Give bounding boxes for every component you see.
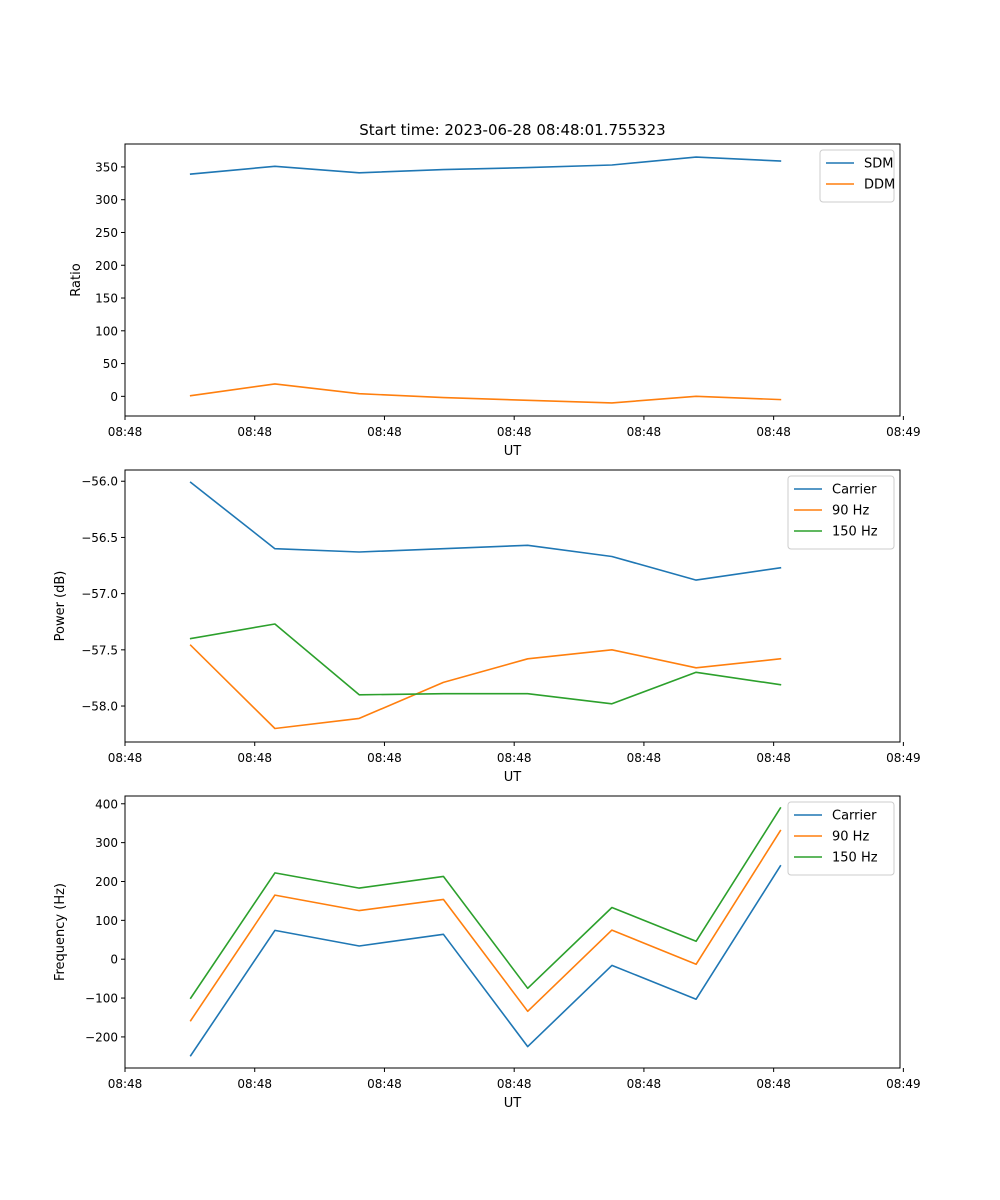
y-tick-label: −56.5 bbox=[81, 531, 118, 545]
x-tick-label: 08:48 bbox=[367, 425, 402, 439]
y-tick-label: 150 bbox=[95, 292, 118, 306]
x-tick-label: 08:48 bbox=[756, 1077, 791, 1091]
y-tick-label: −58.0 bbox=[81, 700, 118, 714]
y-tick-label: 400 bbox=[95, 797, 118, 811]
series-line-150-hz bbox=[189, 806, 782, 1000]
legend-label-carrier: Carrier bbox=[832, 809, 877, 824]
y-axis-label: Power (dB) bbox=[53, 571, 68, 642]
legend-label-sdm: SDM bbox=[864, 157, 893, 172]
legend-label-90-hz: 90 Hz bbox=[832, 830, 869, 845]
y-tick-label: −200 bbox=[85, 1030, 118, 1044]
x-tick-label: 08:48 bbox=[237, 425, 272, 439]
series-line-carrier bbox=[189, 481, 782, 581]
x-tick-label: 08:49 bbox=[886, 1077, 921, 1091]
y-tick-label: 250 bbox=[95, 226, 118, 240]
y-axis-label: Ratio bbox=[69, 263, 84, 296]
x-tick-label: 08:48 bbox=[497, 1077, 532, 1091]
x-tick-label: 08:49 bbox=[886, 425, 921, 439]
x-tick-label: 08:48 bbox=[497, 425, 532, 439]
x-tick-label: 08:48 bbox=[627, 751, 662, 765]
series-line-90-hz bbox=[189, 829, 782, 1022]
series-line-150-hz bbox=[189, 623, 782, 705]
y-tick-label: 0 bbox=[110, 390, 118, 404]
y-tick-label: 350 bbox=[95, 160, 118, 174]
y-tick-label: 100 bbox=[95, 324, 118, 338]
x-tick-label: 08:48 bbox=[756, 425, 791, 439]
x-tick-label: 08:48 bbox=[237, 1077, 272, 1091]
chart-power: 08:48 08:48 08:48 08:48 08:48 08:48 08:49 −58.0… bbox=[53, 469, 921, 785]
legend: Carrier 90 Hz 150 Hz bbox=[787, 801, 895, 876]
x-axis-label: UT bbox=[504, 444, 522, 459]
x-tick-label: 08:48 bbox=[756, 751, 791, 765]
y-tick-label: −56.0 bbox=[81, 475, 118, 489]
y-tick-label: 100 bbox=[95, 914, 118, 928]
y-tick-label: −100 bbox=[85, 992, 118, 1006]
y-tick-label: 0 bbox=[110, 953, 118, 967]
x-tick-label: 08:48 bbox=[108, 1077, 143, 1091]
y-axis-label: Frequency (Hz) bbox=[53, 883, 68, 981]
y-tick-label: −57.0 bbox=[81, 587, 118, 601]
y-tick-label: −57.5 bbox=[81, 643, 118, 657]
plot-frame bbox=[124, 795, 901, 1069]
y-tick-label: 50 bbox=[103, 357, 118, 371]
legend: Carrier 90 Hz 150 Hz bbox=[787, 475, 895, 550]
x-tick-label: 08:48 bbox=[367, 1077, 402, 1091]
x-tick-label: 08:48 bbox=[108, 751, 143, 765]
chart-ratio: 08:48 08:48 08:48 08:48 08:48 08:48 08:49 0 50 10… bbox=[69, 143, 921, 459]
series-line-ddm bbox=[189, 383, 782, 404]
x-axis-label: UT bbox=[504, 770, 522, 785]
legend-label-150-hz: 150 Hz bbox=[832, 851, 878, 866]
y-tick-label: 200 bbox=[95, 875, 118, 889]
legend-label-ddm: DDM bbox=[864, 178, 895, 193]
chart-frequency: 08:48 08:48 08:48 08:48 08:48 08:48 08:49 −200 −… bbox=[53, 795, 921, 1111]
legend: SDM DDM bbox=[819, 149, 895, 203]
plot-frame bbox=[124, 143, 901, 417]
x-axis-label: UT bbox=[504, 1096, 522, 1111]
y-tick-label: 300 bbox=[95, 193, 118, 207]
x-tick-label: 08:48 bbox=[627, 425, 662, 439]
series-line-carrier bbox=[189, 864, 782, 1057]
series-line-sdm bbox=[189, 156, 782, 175]
y-tick-label: 200 bbox=[95, 259, 118, 273]
legend-label-150-hz: 150 Hz bbox=[832, 525, 878, 540]
x-tick-label: 08:48 bbox=[108, 425, 143, 439]
x-tick-label: 08:48 bbox=[497, 751, 532, 765]
x-tick-label: 08:48 bbox=[627, 1077, 662, 1091]
x-tick-label: 08:48 bbox=[237, 751, 272, 765]
x-tick-label: 08:49 bbox=[886, 751, 921, 765]
series-line-90-hz bbox=[189, 644, 782, 730]
legend-label-carrier: Carrier bbox=[832, 483, 877, 498]
figure-title: Start time: 2023-06-28 08:48:01.755323 bbox=[359, 121, 665, 139]
legend-label-90-hz: 90 Hz bbox=[832, 504, 869, 519]
y-tick-label: 300 bbox=[95, 836, 118, 850]
x-tick-label: 08:48 bbox=[367, 751, 402, 765]
plot-frame bbox=[124, 469, 901, 743]
